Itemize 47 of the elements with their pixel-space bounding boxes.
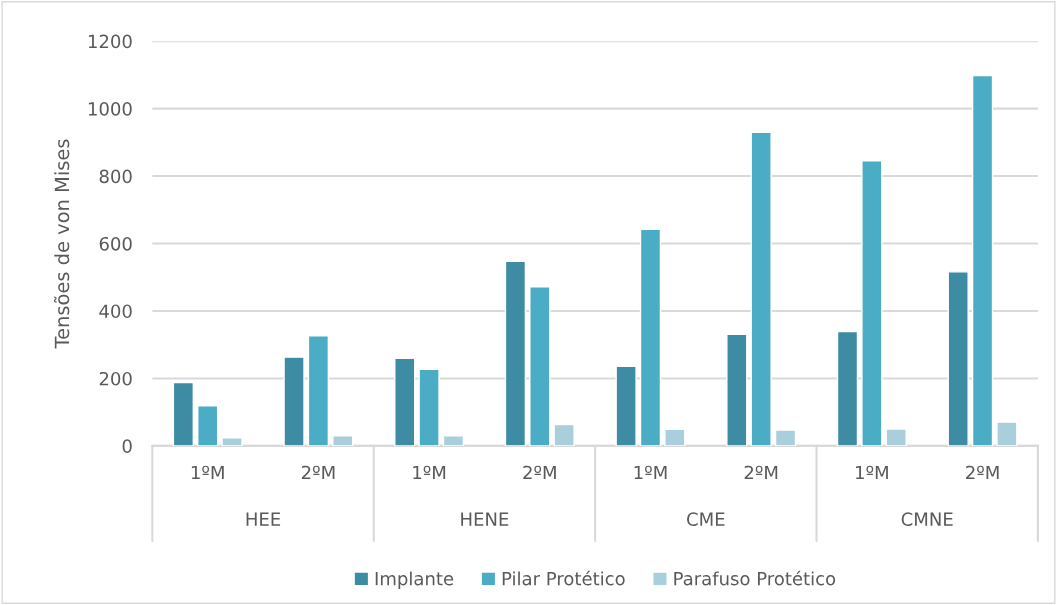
bar	[418, 368, 440, 446]
bar	[885, 428, 907, 446]
y-tick-label: 600	[99, 236, 132, 251]
bar	[394, 357, 416, 446]
bar	[442, 435, 465, 446]
bar	[332, 435, 354, 446]
y-tick-label: 1200	[88, 34, 132, 49]
x-tick-label: 2ºM	[744, 465, 778, 480]
y-tick-label: 400	[99, 304, 132, 319]
x-tick-label: 2ºM	[301, 465, 335, 480]
y-axis-title: Tensões de von Mises	[53, 139, 70, 349]
bar	[504, 260, 527, 446]
legend-label: Implante	[375, 571, 454, 589]
bar	[283, 356, 305, 446]
bar	[774, 429, 797, 446]
legend-label: Pilar Protético	[502, 570, 625, 586]
bar	[664, 428, 686, 446]
y-tick-label: 800	[99, 169, 132, 184]
y-tick-label: 1000	[88, 102, 132, 116]
y-tick-label: 0	[122, 439, 132, 453]
x-tick-label: 1ºM	[856, 465, 888, 480]
text: HEE	[246, 512, 281, 526]
bar	[639, 228, 662, 446]
bar	[221, 437, 243, 446]
x-tick-label: 1ºM	[191, 465, 224, 480]
bar	[726, 333, 748, 446]
text: CME	[687, 512, 725, 526]
x-tick-label: 2ºM	[523, 465, 556, 480]
bar	[836, 330, 859, 446]
bar	[172, 381, 195, 446]
bar	[996, 421, 1018, 446]
y-tick-label: 200	[99, 371, 132, 386]
text: CMNE	[901, 512, 953, 526]
bar	[750, 131, 772, 446]
bar	[971, 74, 994, 446]
text: HENE	[461, 512, 509, 526]
bar	[529, 285, 551, 446]
bar	[197, 405, 219, 446]
x-tick-label: 1ºM	[413, 465, 446, 480]
x-tick-label: 2ºM	[966, 465, 999, 480]
legend-label: Parafuso Protético	[674, 570, 836, 586]
bar	[861, 160, 883, 446]
bar	[553, 423, 575, 446]
bar	[615, 365, 637, 446]
x-tick-label: 1ºM	[634, 465, 667, 480]
bar	[307, 335, 330, 446]
bar	[947, 271, 969, 446]
